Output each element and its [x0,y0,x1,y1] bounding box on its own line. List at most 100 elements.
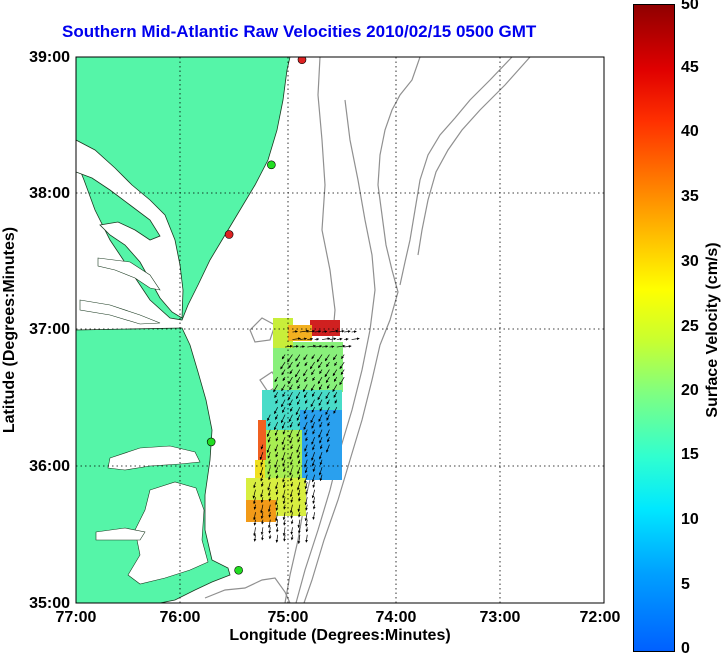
velocity-vector [282,444,286,451]
velocity-vector [289,474,293,482]
y-tick: 35:00 [29,595,70,612]
velocity-vector [304,482,308,490]
velocity-vector [311,406,315,413]
velocity-vector [310,384,315,392]
velocity-vector [275,489,279,495]
velocity-vector [312,504,316,510]
velocity-vector [267,482,271,491]
velocity-vector [303,369,308,377]
velocity-vector [281,437,286,445]
velocity-vector [319,452,323,460]
y-tick: 36:00 [29,458,70,475]
velocity-vector [305,527,309,533]
velocity-patch [258,420,266,460]
velocity-vector [297,459,301,465]
velocity-vector [305,399,308,404]
velocity-vector [288,376,293,385]
velocity-vector [253,519,257,526]
velocity-vector [292,345,299,348]
velocity-vector [260,504,264,514]
velocity-vector [267,437,271,443]
velocity-vector [319,369,323,375]
velocity-vector [314,337,320,341]
velocity-vector [305,504,308,511]
velocity-vector [273,421,279,431]
velocity-vector [326,414,330,421]
velocity-vector [324,369,330,378]
velocity-vector [326,361,330,368]
velocity-vector [311,459,315,467]
velocity-vector [327,421,330,427]
velocity-vector [288,429,293,439]
velocity-vector [312,429,315,435]
x-tick: 73:00 [480,609,521,626]
velocity-vector [275,452,279,458]
velocity-vector [307,344,317,348]
velocity-vector [321,337,331,341]
velocity-vector [333,354,338,361]
velocity-vector [324,354,330,362]
colorbar-tick: 50 [681,0,699,13]
velocity-vector [282,376,286,382]
velocity-vector [296,444,301,453]
velocity-vector [304,497,308,506]
velocity-vector [289,467,293,476]
velocity-vector [275,534,279,543]
velocity-vector [303,421,308,430]
velocity-vector [282,459,286,467]
velocity-vector [329,337,337,341]
station-marker [267,160,276,170]
velocity-vector [290,519,294,525]
velocity-vector [289,369,293,375]
velocity-vector [288,361,293,369]
station-marker [206,437,216,447]
pamlico-river [95,527,146,541]
velocity-vector [319,421,323,428]
velocity-vector [332,384,338,393]
velocity-vector [333,391,338,398]
velocity-vector [261,519,264,525]
velocity-vector [280,414,286,424]
colorbar-tick: 25 [681,318,699,335]
velocity-vector [281,421,286,429]
velocity-patch [255,460,265,478]
velocity-vector [296,429,301,437]
velocity-vector [326,384,330,389]
velocity-vector [296,376,301,384]
velocity-vector [351,337,360,341]
x-tick: 75:00 [268,609,309,626]
velocity-vector [290,497,294,503]
x-axis-ticks: 77:00 76:00 75:00 74:00 73:00 72:00 [56,609,621,626]
land-delmarva [76,57,291,321]
velocity-vector [312,482,316,488]
velocity-vector [318,429,323,438]
velocity-vector [261,534,264,541]
velocity-vector [329,345,335,349]
velocity-vector [281,452,286,461]
station-marker [224,230,234,239]
velocity-vector [341,354,345,360]
velocity-vector [275,504,279,511]
velocity-vector [325,391,330,399]
colorbar-tick: 10 [681,511,699,528]
velocity-vector [310,414,315,424]
velocity-vector [260,444,264,450]
velocity-vector [339,376,345,386]
velocity-vector [268,474,271,481]
velocity-vector [312,444,315,451]
x-axis-label: Longitude (Degrees:Minutes) [229,627,450,644]
x-tick: 74:00 [376,609,417,626]
velocity-patch [262,430,302,480]
colorbar-tick: 20 [681,382,699,399]
velocity-vector [336,344,346,348]
velocity-vector [275,527,279,533]
colorbar [633,4,675,652]
velocity-vector [332,369,338,377]
grid-lines [76,57,604,603]
velocity-vector [268,497,272,502]
velocity-vector [295,354,301,362]
velocity-vector [260,527,264,535]
velocity-vector [299,337,308,341]
velocity-vector [304,444,308,452]
velocity-vector [267,504,271,513]
